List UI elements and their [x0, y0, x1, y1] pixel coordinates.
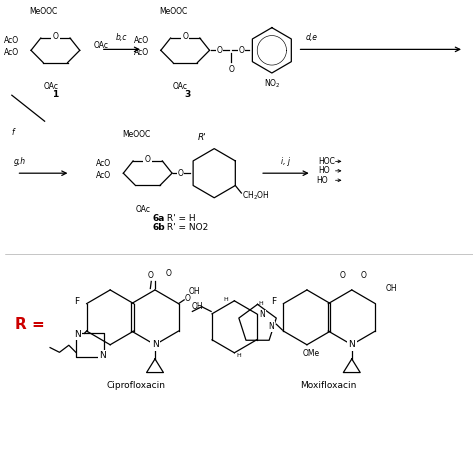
- Text: O: O: [182, 32, 188, 41]
- Text: 6a: 6a: [152, 214, 165, 223]
- Text: OAc: OAc: [173, 82, 188, 91]
- Text: O: O: [145, 155, 151, 164]
- Text: 3: 3: [184, 91, 191, 100]
- Text: O: O: [147, 271, 153, 280]
- Text: N: N: [99, 351, 106, 360]
- Text: Moxifloxacin: Moxifloxacin: [300, 382, 356, 391]
- Text: F: F: [74, 297, 80, 306]
- Text: N: N: [348, 340, 355, 349]
- Text: MeOOC: MeOOC: [122, 130, 150, 139]
- Text: N: N: [74, 330, 81, 339]
- Text: i, j: i, j: [282, 157, 291, 166]
- Text: 6b: 6b: [152, 223, 165, 232]
- Text: H: H: [224, 297, 228, 302]
- Text: OH: OH: [385, 284, 397, 293]
- Text: OMe: OMe: [303, 348, 320, 357]
- Text: N: N: [259, 310, 265, 319]
- Text: OAc: OAc: [136, 205, 151, 214]
- Text: CH$_2$OH: CH$_2$OH: [242, 190, 270, 202]
- Text: R': R': [198, 134, 207, 143]
- Text: N: N: [269, 322, 274, 331]
- Text: O: O: [339, 272, 346, 281]
- Text: OAc: OAc: [43, 82, 58, 91]
- Text: MeOOC: MeOOC: [29, 7, 58, 16]
- Text: HOC: HOC: [319, 157, 336, 166]
- Text: OH: OH: [191, 301, 203, 310]
- Text: Ciprofloxacin: Ciprofloxacin: [107, 382, 165, 391]
- Text: O: O: [217, 46, 222, 55]
- Text: H: H: [258, 301, 263, 306]
- Text: 1: 1: [52, 91, 58, 100]
- Text: O: O: [238, 46, 244, 55]
- Text: O: O: [228, 65, 234, 74]
- Text: OAc: OAc: [94, 41, 109, 50]
- Text: NO$_2$: NO$_2$: [264, 78, 280, 90]
- Text: AcO: AcO: [134, 36, 149, 46]
- Text: O: O: [361, 272, 366, 281]
- Text: OH: OH: [189, 287, 201, 296]
- Text: AcO: AcO: [134, 48, 149, 57]
- Text: b,c: b,c: [116, 33, 128, 42]
- Text: H: H: [237, 353, 241, 358]
- Text: g,h: g,h: [14, 157, 26, 166]
- Text: AcO: AcO: [4, 48, 19, 57]
- Text: F: F: [271, 297, 276, 306]
- Text: HO: HO: [316, 176, 328, 185]
- Text: R' = H: R' = H: [164, 214, 196, 223]
- Text: O: O: [53, 32, 58, 41]
- Text: MeOOC: MeOOC: [159, 7, 188, 16]
- Text: O: O: [184, 294, 191, 303]
- Text: AcO: AcO: [96, 171, 111, 180]
- Text: O: O: [178, 169, 183, 178]
- Text: O: O: [165, 269, 171, 278]
- Text: AcO: AcO: [96, 159, 111, 168]
- Text: R' = NO2: R' = NO2: [164, 223, 209, 232]
- Text: f: f: [12, 128, 14, 137]
- Text: AcO: AcO: [4, 36, 19, 46]
- Text: d,e: d,e: [306, 33, 318, 42]
- Text: N: N: [152, 340, 158, 349]
- Text: HO: HO: [319, 166, 330, 175]
- Text: R =: R =: [15, 317, 45, 332]
